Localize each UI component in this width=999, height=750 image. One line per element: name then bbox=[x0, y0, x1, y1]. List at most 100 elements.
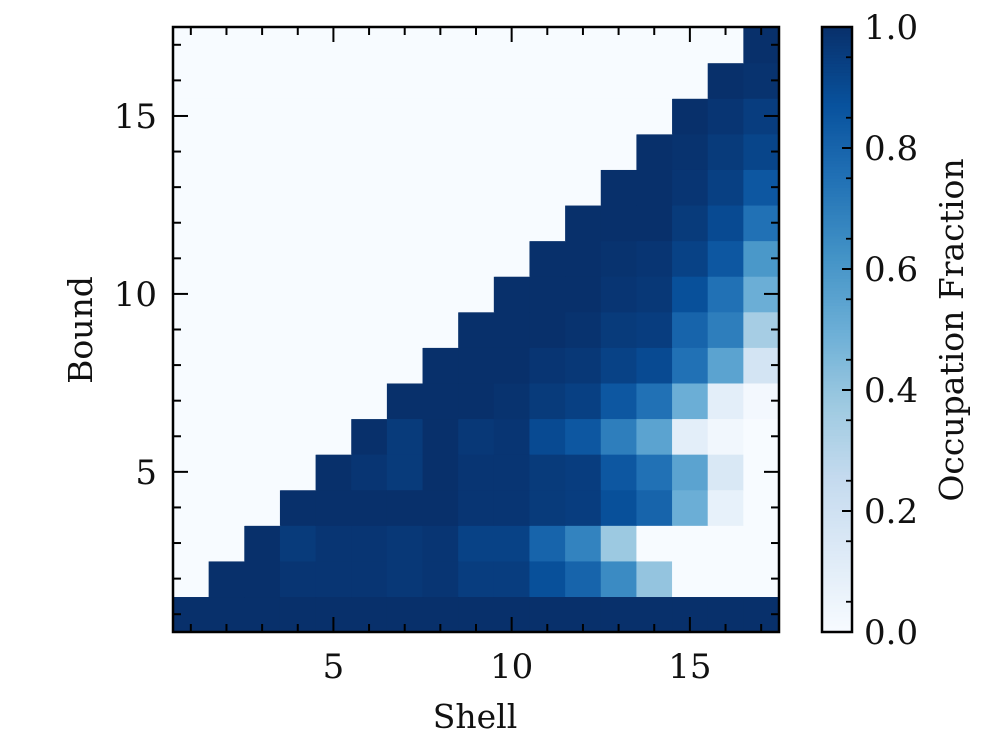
colorbar-segment bbox=[822, 323, 852, 328]
colorbar-segment bbox=[822, 341, 852, 346]
heatmap-cell bbox=[707, 525, 744, 562]
colorbar-segment bbox=[822, 87, 852, 92]
heatmap-cell bbox=[707, 240, 744, 277]
colorbar-segment bbox=[822, 36, 852, 40]
colorbar-segment bbox=[822, 275, 852, 279]
colorbar-segment bbox=[822, 420, 852, 424]
colorbar-segment bbox=[822, 526, 852, 530]
colorbar-segment bbox=[822, 54, 852, 58]
heatmap-cell bbox=[458, 489, 495, 526]
heatmap-cell bbox=[351, 311, 388, 348]
colorbar-segment bbox=[822, 450, 852, 455]
colorbar-segment bbox=[822, 338, 852, 343]
heatmap-cell bbox=[636, 169, 673, 206]
heatmap-cell bbox=[351, 525, 388, 562]
heatmap-cell bbox=[315, 347, 352, 384]
heatmap-cell bbox=[422, 98, 459, 135]
heatmap-cell bbox=[672, 418, 709, 455]
heatmap-cell bbox=[707, 418, 744, 455]
colorbar-segment bbox=[822, 402, 852, 406]
colorbar-segment bbox=[822, 272, 852, 276]
colorbar-segment bbox=[822, 141, 852, 146]
heatmap-cell bbox=[529, 276, 566, 313]
colorbar-segment bbox=[822, 63, 852, 67]
colorbar-segment bbox=[822, 187, 852, 191]
heatmap-cell bbox=[422, 382, 459, 420]
heatmap-cell bbox=[208, 133, 245, 170]
colorbar-segment bbox=[822, 60, 852, 64]
heatmap-cell bbox=[600, 204, 638, 242]
heatmap-cell bbox=[672, 489, 709, 526]
heatmap-cell bbox=[244, 240, 281, 277]
heatmap-cell bbox=[600, 454, 638, 491]
heatmap-cell bbox=[458, 276, 495, 313]
colorbar-segment bbox=[822, 386, 852, 391]
colorbar-segment bbox=[822, 247, 852, 252]
colorbar-segment bbox=[822, 447, 852, 452]
colorbar-segment bbox=[822, 211, 852, 216]
colorbar-segment bbox=[822, 30, 852, 34]
heatmap-cell bbox=[244, 560, 281, 598]
heatmap-cell bbox=[529, 454, 566, 491]
heatmap-cell bbox=[422, 347, 459, 384]
colorbar-segment bbox=[822, 459, 852, 464]
heatmap-cell bbox=[600, 311, 638, 348]
heatmap-cell bbox=[458, 382, 495, 420]
heatmap-cell bbox=[386, 489, 424, 526]
colorbar-segment bbox=[822, 480, 852, 485]
colorbar-segment bbox=[822, 90, 852, 95]
colorbar-segment bbox=[822, 520, 852, 524]
colorbar-segment bbox=[822, 517, 852, 521]
heatmap-cell bbox=[636, 418, 673, 455]
colorbar-segment bbox=[822, 241, 852, 246]
colorbar-segment bbox=[822, 511, 852, 515]
colorbar-segment bbox=[822, 42, 852, 46]
heatmap-cell bbox=[315, 311, 352, 348]
heatmap-cell bbox=[493, 311, 531, 348]
colorbar-segment bbox=[822, 281, 852, 285]
heatmap-cell bbox=[208, 169, 245, 206]
heatmap-cell bbox=[493, 525, 531, 562]
colorbar-segment bbox=[822, 244, 852, 249]
heatmap-cell bbox=[493, 347, 531, 384]
colorbar-segment bbox=[822, 471, 852, 476]
colorbar-segment bbox=[822, 441, 852, 446]
heatmap-cell bbox=[636, 98, 673, 135]
heatmap-cell bbox=[386, 347, 424, 384]
heatmap-cell bbox=[422, 418, 459, 455]
heatmap-cell bbox=[315, 454, 352, 491]
colorbar-segment bbox=[822, 559, 852, 564]
heatmap-cell bbox=[351, 276, 388, 313]
colorbar-tick-label: 0.4 bbox=[864, 371, 918, 411]
colorbar-segment bbox=[822, 553, 852, 557]
heatmap-cell bbox=[208, 525, 245, 562]
heatmap-cell bbox=[565, 204, 602, 242]
colorbar-segment bbox=[822, 132, 852, 137]
colorbar-segment bbox=[822, 568, 852, 573]
heatmap-cell bbox=[493, 204, 531, 242]
heatmap-cell bbox=[386, 276, 424, 313]
heatmap-cell bbox=[493, 489, 531, 526]
colorbar-segment bbox=[822, 105, 852, 110]
heatmap-cell bbox=[636, 311, 673, 348]
heatmap-cell bbox=[565, 525, 602, 562]
heatmap-cell bbox=[422, 276, 459, 313]
heatmap-cell bbox=[600, 276, 638, 313]
heatmap-cell bbox=[636, 240, 673, 277]
heatmap-cell bbox=[422, 240, 459, 277]
colorbar-segment bbox=[822, 302, 852, 306]
colorbar-segment bbox=[822, 405, 852, 409]
heatmap-cell bbox=[279, 418, 317, 455]
colorbar-segment bbox=[822, 226, 852, 231]
heatmap-cell bbox=[244, 62, 281, 99]
heatmap-cell bbox=[565, 169, 602, 206]
heatmap-cell bbox=[244, 133, 281, 170]
colorbar-segment bbox=[822, 547, 852, 551]
heatmap-cell bbox=[493, 62, 531, 99]
heatmap-cell bbox=[636, 204, 673, 242]
heatmap-cell bbox=[493, 169, 531, 206]
heatmap-cell bbox=[529, 347, 566, 384]
heatmap-cell bbox=[244, 454, 281, 491]
colorbar-segment bbox=[822, 81, 852, 86]
heatmap-cell bbox=[279, 276, 317, 313]
